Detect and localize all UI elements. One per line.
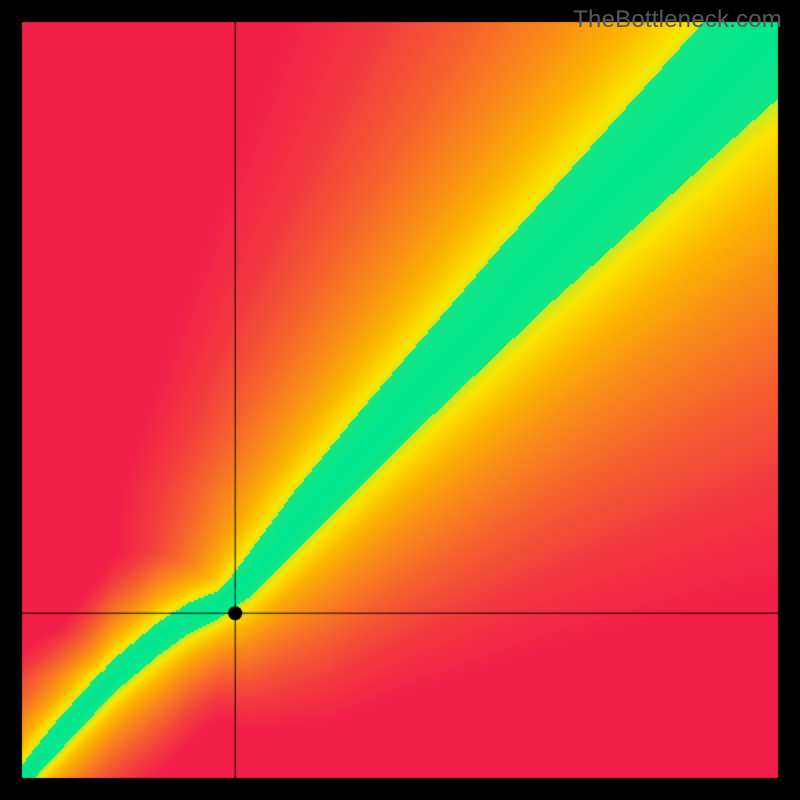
watermark-text: TheBottleneck.com	[573, 6, 782, 34]
heatmap-canvas	[0, 0, 800, 800]
chart-container: TheBottleneck.com	[0, 0, 800, 800]
